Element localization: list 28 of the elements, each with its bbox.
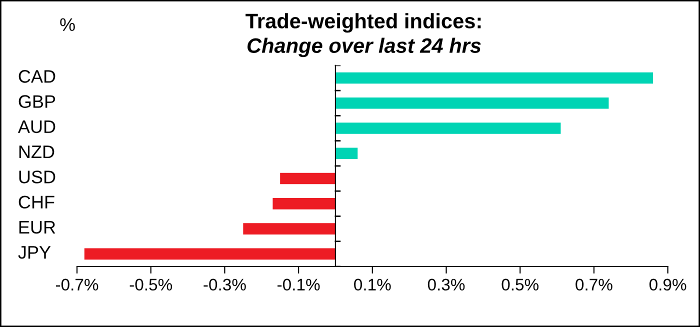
y-tick-label: NZD <box>19 146 54 158</box>
bar <box>335 97 609 109</box>
x-tick-label: -0.5% <box>130 278 172 291</box>
y-tick-label: USD <box>19 170 56 184</box>
y-tick-label: JPY <box>18 246 51 259</box>
bar <box>335 122 561 134</box>
y-tick-label: GBP <box>18 95 56 108</box>
y-tick-label: AUD <box>18 120 56 134</box>
x-tick-label: -0.3% <box>204 278 246 291</box>
bar <box>84 248 336 260</box>
y-tick-label: EUR <box>19 221 56 234</box>
x-tick-label: 0.1% <box>354 278 391 291</box>
x-tick-label: 0.9% <box>649 278 686 291</box>
y-tick-label: CHF <box>18 196 54 209</box>
y-tick-label: CAD <box>18 70 56 83</box>
bar <box>280 172 336 184</box>
bar <box>243 223 336 234</box>
chart-subtitle: Change over last 24 hrs <box>248 38 481 58</box>
bar <box>335 148 358 160</box>
chart-title: Trade-weighted indices: <box>246 13 481 33</box>
bar <box>272 198 336 210</box>
x-tick-label: 0.5% <box>502 278 538 291</box>
x-tick-label: -0.1% <box>278 278 320 291</box>
x-tick-label: 0.3% <box>428 278 465 291</box>
x-tick-label: 0.7% <box>576 278 612 291</box>
x-tick-label: -0.7% <box>56 278 98 291</box>
bar <box>335 72 654 84</box>
y-axis-title: % <box>60 18 75 31</box>
